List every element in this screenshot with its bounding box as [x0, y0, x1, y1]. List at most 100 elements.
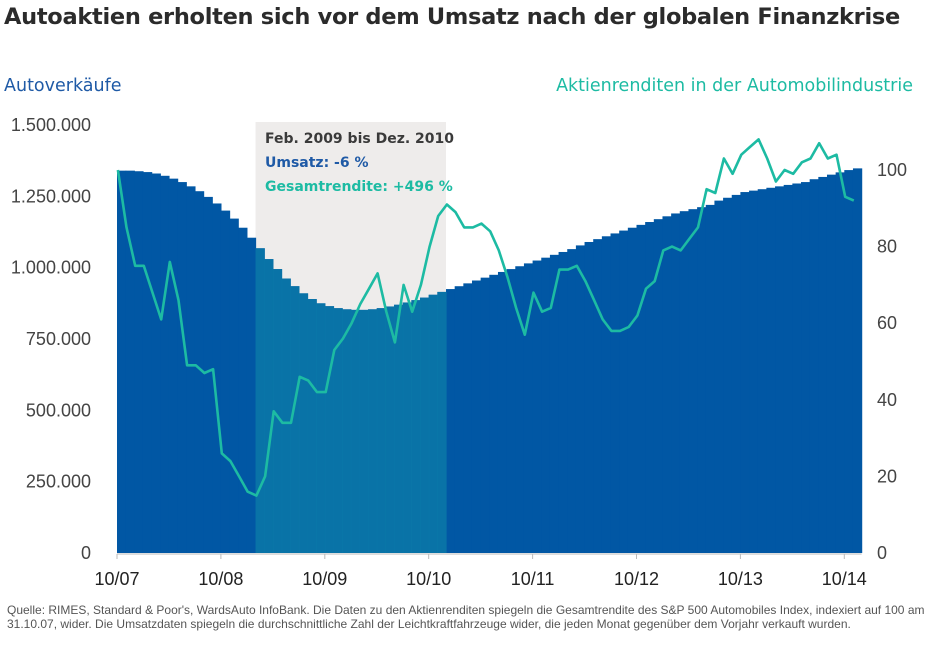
x-tick-label: 10/08 — [198, 569, 243, 589]
highlight-bar — [359, 309, 369, 553]
highlight-bar — [376, 308, 387, 553]
right-axis-label: Aktienrenditen in der Automobilindustrie — [556, 76, 913, 96]
sales-bar — [134, 171, 144, 553]
sales-bar — [446, 289, 456, 553]
sales-bar — [679, 211, 690, 554]
sales-bar — [662, 216, 672, 553]
highlight-bar — [368, 309, 378, 553]
sales-bar — [480, 277, 490, 553]
left-tick-label: 1.500.000 — [11, 115, 91, 135]
left-tick-label: 250.000 — [26, 472, 91, 492]
sales-bar — [809, 179, 819, 554]
highlight-annotation: Feb. 2009 bis Dez. 2010 Umsatz: -6 % Ges… — [265, 131, 454, 195]
sales-bar — [463, 283, 473, 553]
chart-title: Autoaktien erholten sich vor dem Umsatz … — [4, 4, 900, 30]
axes: 10/07 10/08 10/09 10/10 10/11 10/12 10/13 10/14… — [11, 115, 907, 589]
sales-bar — [471, 280, 482, 553]
sales-bar — [142, 172, 153, 553]
sales-bar — [497, 271, 508, 553]
left-axis-label: Autoverkäufe — [4, 76, 122, 96]
sales-bar — [246, 237, 257, 553]
highlight-bar — [298, 293, 309, 553]
sales-bar — [541, 257, 551, 553]
sales-bar — [645, 222, 655, 553]
x-tick-label: 10/11 — [511, 569, 555, 589]
left-tick-label: 1.250.000 — [11, 186, 91, 206]
sales-bar — [835, 172, 845, 553]
sales-bar — [489, 274, 499, 553]
sales-bar — [203, 196, 213, 554]
left-tick-label: 0 — [81, 543, 91, 563]
sales-bar — [775, 186, 785, 553]
highlight-bar — [342, 309, 352, 553]
x-tick-label: 10/10 — [406, 569, 451, 589]
sales-bar — [593, 239, 603, 553]
right-tick-label: 40 — [877, 390, 897, 410]
source-footnote: Quelle: RIMES, Standard & Poor's, WardsA… — [7, 603, 925, 631]
sales-bar — [601, 236, 612, 553]
sales-bar — [125, 170, 135, 554]
highlight-bar — [420, 297, 430, 553]
sales-bar — [740, 192, 750, 553]
sales-bar — [627, 227, 638, 553]
sales-bar — [749, 190, 759, 554]
right-tick-label: 20 — [877, 466, 897, 486]
highlight-bar — [290, 286, 300, 553]
x-tick-label: 10/12 — [614, 569, 659, 589]
sales-bar — [515, 266, 525, 553]
sales-bar — [688, 209, 698, 553]
highlight-bar — [255, 248, 265, 553]
returns-line — [116, 138, 855, 497]
returns-polyline — [116, 138, 855, 497]
sales-bar — [194, 191, 205, 553]
sales-bar — [160, 175, 170, 553]
right-tick-label: 60 — [877, 313, 897, 333]
sales-bar — [575, 245, 586, 554]
sales-bar — [567, 249, 577, 553]
sales-bar — [168, 178, 179, 553]
highlight-bar — [316, 303, 326, 553]
highlight-bar — [272, 269, 283, 553]
sales-bar — [619, 230, 629, 553]
sales-bar — [653, 219, 664, 553]
sales-bar — [558, 251, 568, 553]
sales-bar — [229, 218, 239, 553]
x-tick-label: 10/09 — [302, 569, 347, 589]
highlight-bar — [281, 278, 291, 553]
sales-bar — [731, 194, 741, 553]
sales-bar — [532, 260, 542, 553]
highlight-bar — [264, 259, 274, 553]
sales-bar — [117, 170, 127, 554]
right-tick-label: 0 — [877, 543, 887, 563]
highlight-bar — [394, 304, 404, 553]
sales-bar — [705, 204, 716, 554]
sales-bar — [671, 213, 681, 553]
highlight-bar — [333, 308, 343, 553]
annotation-returns: Gesamtrendite: +496 % — [265, 179, 453, 195]
sales-bar — [151, 173, 161, 554]
annotation-period: Feb. 2009 bis Dez. 2010 — [265, 131, 454, 147]
highlight-bar — [385, 306, 395, 553]
sales-bar — [714, 200, 724, 553]
right-tick-label: 100 — [877, 160, 907, 180]
highlight-bar — [324, 306, 335, 553]
highlight-bar — [411, 300, 421, 553]
highlight-bar — [428, 294, 438, 553]
highlight-overlay — [255, 248, 447, 553]
x-tick-label: 10/14 — [822, 569, 867, 589]
left-tick-label: 1.000.000 — [11, 258, 91, 278]
sales-bar — [636, 224, 646, 553]
sales-bar — [220, 210, 231, 553]
annotation-sales: Umsatz: -6 % — [265, 155, 369, 171]
x-tick-label: 10/07 — [94, 569, 139, 589]
sales-bar — [792, 183, 802, 553]
sales-bar — [238, 227, 248, 553]
sales-bar — [610, 233, 620, 553]
sales-bar — [523, 263, 534, 553]
left-tick-label: 500.000 — [26, 400, 91, 420]
sales-bar — [454, 286, 464, 553]
highlight-bar — [350, 309, 361, 553]
x-tick-label: 10/13 — [718, 569, 763, 589]
sales-bar — [826, 174, 837, 553]
sales-bar — [506, 269, 516, 553]
